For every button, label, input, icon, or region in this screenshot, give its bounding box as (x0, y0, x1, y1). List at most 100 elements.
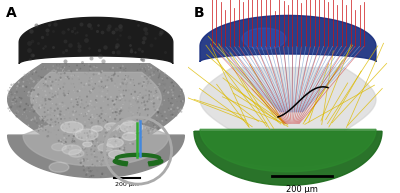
Point (87, 129, 93, 132)
Point (40, 96, 46, 99)
Point (140, 81, 147, 84)
Point (98, 113, 104, 116)
Point (137, 130, 143, 133)
Point (156, 73, 163, 76)
Point (85, 102, 92, 105)
Point (42, 99, 48, 102)
Point (154, 98, 161, 101)
Point (110, 99, 116, 102)
Point (142, 121, 149, 124)
Point (178, 100, 184, 103)
Point (134, 111, 141, 114)
Point (145, 108, 151, 111)
Point (98, 95, 105, 98)
Point (148, 66, 154, 69)
Point (16, 80, 22, 83)
Point (146, 93, 152, 96)
Point (111, 106, 117, 109)
Point (126, 35, 132, 38)
Point (20, 113, 26, 116)
Point (106, 25, 113, 28)
Point (102, 148, 109, 151)
Point (110, 51, 116, 54)
Point (82, 165, 89, 168)
Point (125, 110, 132, 113)
Point (161, 99, 168, 102)
Point (98, 158, 105, 161)
Point (76, 82, 82, 85)
Point (123, 78, 130, 81)
Point (33, 99, 39, 102)
Point (60, 69, 66, 72)
Point (58, 76, 64, 80)
Point (55, 123, 62, 126)
Point (139, 85, 146, 88)
Point (66, 69, 72, 72)
Point (94, 99, 100, 102)
Point (137, 92, 143, 96)
Point (97, 87, 104, 90)
Point (23, 117, 29, 120)
Point (149, 71, 155, 74)
Point (58, 138, 65, 141)
Point (54, 107, 61, 110)
Point (90, 88, 96, 91)
Point (86, 123, 93, 126)
Point (94, 138, 101, 141)
Point (59, 102, 65, 106)
Point (110, 130, 116, 133)
Point (147, 44, 154, 47)
Point (169, 104, 176, 107)
Point (142, 118, 148, 121)
Point (162, 89, 169, 92)
Point (116, 140, 122, 143)
Point (61, 104, 68, 107)
Point (46, 24, 52, 27)
Point (124, 130, 130, 133)
Point (135, 94, 141, 97)
Point (56, 102, 63, 106)
Point (134, 121, 141, 124)
Point (122, 143, 129, 146)
Point (75, 42, 82, 45)
Point (12, 113, 19, 116)
Point (65, 122, 71, 125)
Point (82, 81, 88, 84)
Point (155, 69, 161, 72)
Point (97, 142, 103, 145)
Point (102, 75, 109, 78)
Point (120, 147, 126, 150)
Point (104, 121, 110, 124)
Point (134, 101, 140, 104)
Point (42, 77, 49, 80)
Point (37, 106, 44, 109)
Point (135, 100, 141, 103)
Point (48, 96, 55, 99)
Point (111, 150, 118, 153)
Point (105, 141, 111, 144)
Point (47, 113, 54, 116)
Point (55, 91, 61, 94)
Point (112, 155, 119, 158)
Point (32, 120, 38, 123)
Point (6, 96, 12, 99)
Point (109, 74, 115, 77)
Point (168, 108, 174, 111)
Point (121, 119, 128, 122)
Point (71, 140, 78, 143)
Point (76, 125, 83, 128)
Point (60, 69, 67, 73)
Point (61, 122, 68, 125)
Point (114, 149, 121, 152)
Point (98, 140, 104, 143)
Point (102, 111, 109, 114)
Point (100, 156, 107, 159)
Point (14, 109, 20, 112)
Point (140, 85, 147, 88)
Point (159, 103, 165, 106)
Point (113, 111, 120, 114)
Point (128, 47, 134, 50)
Point (12, 98, 18, 102)
Polygon shape (19, 17, 173, 64)
Point (88, 88, 95, 91)
